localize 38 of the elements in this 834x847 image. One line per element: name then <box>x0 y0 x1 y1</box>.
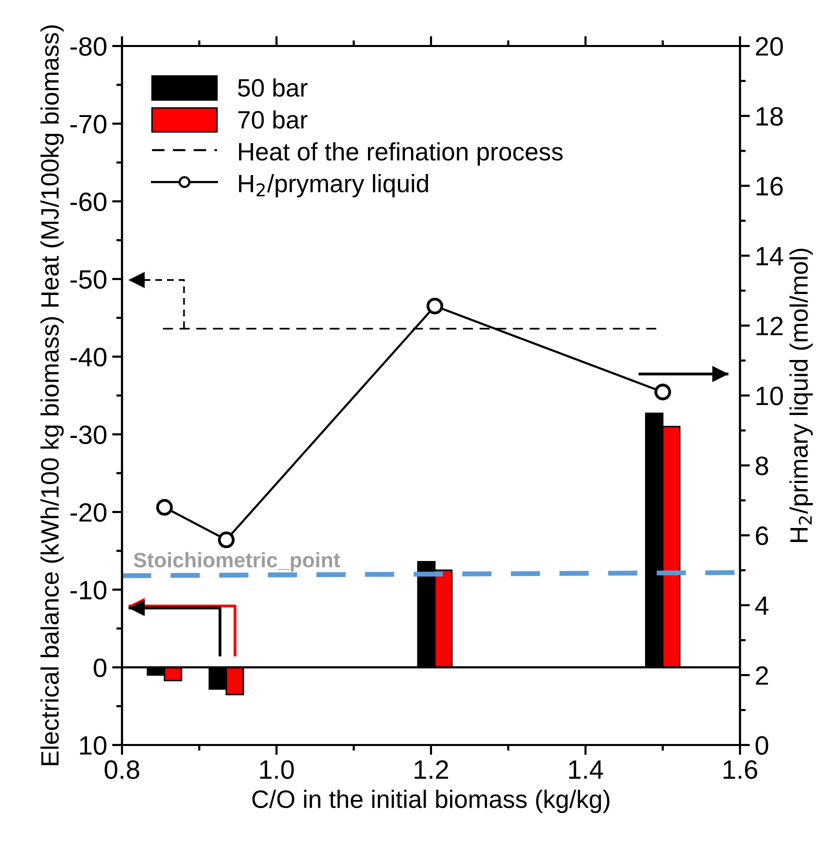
point <box>426 298 444 314</box>
y2-tick-label: 16 <box>756 176 783 196</box>
x-tick-label: 1.2 <box>414 760 448 779</box>
x-tick-label: 1.4 <box>569 760 604 779</box>
point <box>156 499 173 516</box>
legend-label: 70 bar <box>238 110 308 129</box>
y2-tick-label: 12 <box>756 316 783 336</box>
y-tick-label: -20 <box>70 503 106 522</box>
y-tick-label: -80 <box>70 37 106 56</box>
y-tick-label: -40 <box>70 348 106 366</box>
y-tick-label: -60 <box>70 192 106 212</box>
y2-tick-label: 4 <box>755 596 768 615</box>
y2-tick-label: 20 <box>756 37 783 56</box>
y2-tick-label: 2 <box>756 666 768 685</box>
legend-label: 50 bar <box>238 78 308 97</box>
legend-label: H$_{2}$/prymary liquid <box>239 174 428 198</box>
y-tick-label: 0 <box>94 658 106 678</box>
annotation: Stoichiometric_point <box>134 552 340 572</box>
y2-tick-label: 8 <box>756 456 768 476</box>
point <box>218 532 235 548</box>
x-tick-label: 1.0 <box>260 760 294 779</box>
point <box>654 384 672 400</box>
y2-tick-label: 18 <box>756 107 783 126</box>
x-tick-label: 0.8 <box>104 760 140 779</box>
y2-tick-label: 14 <box>756 247 784 266</box>
y-axis-title: Electrical balance (kWh/100 kg biomass) Heat (MJ/100kg biomass) <box>40 25 64 766</box>
y-tick-label: 10 <box>80 736 106 755</box>
y2-tick-label: 10 <box>756 386 783 406</box>
legend-label: Heat of the refination process <box>239 142 563 166</box>
y-tick-label: -10 <box>70 580 106 600</box>
y-tick-label: -50 <box>70 270 106 289</box>
y-tick-label: -30 <box>70 425 106 444</box>
y2-axis-title: H$_{2}$/primary liquid (mol/mol) <box>789 248 813 542</box>
y-tick-label: -70 <box>70 114 106 134</box>
y2-tick-label: 0 <box>756 736 768 755</box>
x-axis-title: C/O in the initial biomass (kg/kg) <box>252 790 610 814</box>
x-tick-label: 1.6 <box>724 760 758 779</box>
y2-tick-label: 6 <box>756 526 768 546</box>
